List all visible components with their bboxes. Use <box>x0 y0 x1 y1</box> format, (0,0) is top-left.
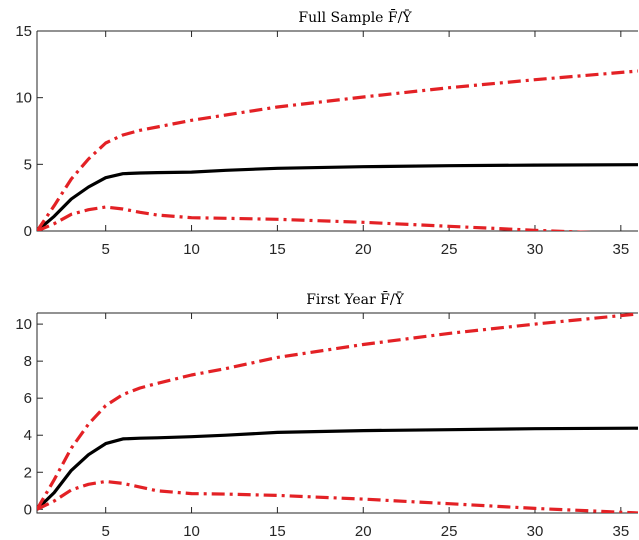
series-line-estimate <box>37 426 638 511</box>
series-line-estimate <box>37 163 638 231</box>
series-line-upper-band <box>37 69 638 231</box>
series-line-upper-band <box>37 313 638 511</box>
series-line-lower-band <box>37 479 638 513</box>
x-tick-label: 5 <box>102 523 110 540</box>
y-tick-label: 0 <box>24 501 32 518</box>
y-tick-label: 15 <box>15 23 32 40</box>
x-tick-label: 25 <box>441 241 458 258</box>
x-tick-label: 35 <box>612 241 629 258</box>
x-tick-label: 15 <box>269 241 286 258</box>
series-group <box>37 313 638 513</box>
chart-title: Full Sample F̄/Ȳ <box>298 8 412 26</box>
y-tick-label: 2 <box>24 464 32 481</box>
axes-frame <box>36 312 638 514</box>
x-tick-label: 30 <box>527 241 544 258</box>
y-tick-label: 6 <box>24 390 32 407</box>
y-tick-label: 5 <box>24 156 32 173</box>
chart-title: First Year F̄/Ȳ <box>306 290 404 308</box>
y-tick-label: 10 <box>15 90 32 107</box>
y-tick-label: 0 <box>24 223 32 240</box>
x-tick-label: 25 <box>441 523 458 540</box>
series-group <box>37 69 638 231</box>
x-tick-label: 10 <box>183 523 200 540</box>
x-tick-label: 10 <box>183 241 200 258</box>
x-tick-label: 15 <box>269 523 286 540</box>
y-tick-label: 4 <box>24 427 32 444</box>
x-tick-label: 20 <box>355 523 372 540</box>
x-tick-label: 5 <box>102 241 110 258</box>
series-line-lower-band <box>37 205 595 231</box>
y-tick-label: 10 <box>15 316 32 333</box>
x-tick-label: 30 <box>527 523 544 540</box>
x-tick-label: 20 <box>355 241 372 258</box>
chart-full-sample: Full Sample F̄/Ȳ 5 10 15 20 25 30 35 0 5 10 15 <box>15 8 638 258</box>
axes-frame <box>36 30 638 232</box>
chart-first-year: First Year F̄/Ȳ 5 10 15 20 25 30 35 0 2 4 6 8 10 <box>15 290 638 540</box>
y-tick-label: 8 <box>24 353 32 370</box>
x-tick-label: 35 <box>612 523 629 540</box>
